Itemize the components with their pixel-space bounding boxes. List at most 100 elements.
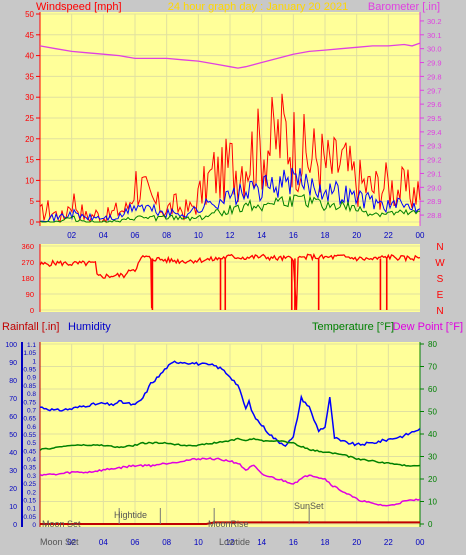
barometer-axis-title: Barometer [.in]	[368, 1, 440, 13]
rainfall-tick-label: 0.55	[23, 432, 36, 439]
windspeed-axis: 0 5 10 15 20 25 30 35 40 45 50	[25, 10, 41, 227]
wind-x-tick-label: 20	[352, 231, 361, 240]
rainfall-tick-label: 0.5	[27, 440, 36, 447]
temp-x-tick-label: 14	[257, 538, 266, 547]
direction-tick-label: 90	[26, 290, 34, 299]
temp-x-tick-label: 20	[352, 538, 361, 547]
temp-x-tick-label: 10	[194, 538, 203, 547]
wind-gust-line	[39, 93, 421, 224]
humidity-tick-label: 60	[9, 414, 17, 421]
wind-direction-line	[39, 252, 421, 311]
dewpoint-line	[39, 457, 421, 507]
temperature-tick-label: 0	[428, 520, 433, 529]
rainfall-tick-label: 1	[32, 358, 36, 365]
humidity-percent-axis: 0 10 20 30 40 50 60 70 80 90 100	[5, 342, 23, 529]
barometer-tick-label: 30.1	[427, 31, 442, 40]
rainfall-tick-label: 1.05	[23, 350, 36, 357]
windspeed-tick-label: 10	[25, 176, 34, 185]
direction-tick-label: 270	[21, 258, 34, 267]
windspeed-tick-label: 45	[25, 31, 34, 40]
humidity-tick-label: 100	[5, 342, 17, 349]
rainfall-tick-label: 0.3	[27, 473, 36, 480]
temp-x-tick-label: 00	[416, 538, 425, 547]
windspeed-tick-label: 25	[25, 114, 34, 123]
rainfall-tick-label: 0.6	[27, 424, 36, 431]
rainfall-tick-label: 0.95	[23, 367, 36, 374]
direction-tick-label: 360	[21, 242, 34, 251]
lowtide-label: Lowtide	[219, 537, 250, 547]
sunset-label: SunSet	[294, 501, 324, 511]
graph-title: 24 hour graph day : January 20 2021	[168, 1, 348, 13]
compass-label: W	[435, 258, 445, 269]
temp-x-tick-label: 22	[384, 538, 393, 547]
temp-x-tick-label: 04	[99, 538, 108, 547]
rainfall-tick-label: 0.9	[27, 375, 36, 382]
rainfall-axis: 00.050.1 0.150.20.250.30.350.4 0.450.50.55…	[23, 342, 41, 529]
wind-x-axis: 02 04 06 08 10 12 14 16 18 20 22 00	[67, 231, 425, 240]
rainfall-tick-label: 0.35	[23, 465, 36, 472]
rainfall-tick-label: 0.45	[23, 448, 36, 455]
barometer-tick-label: 28.8	[427, 211, 442, 220]
rainfall-tick-label: 0.75	[23, 399, 36, 406]
moonset-top-label: Moon Set	[42, 519, 81, 529]
direction-tick-label: 0	[30, 306, 34, 315]
windspeed-tick-label: 30	[25, 93, 34, 102]
temperature-tick-label: 30	[428, 453, 437, 462]
wind-minimum-line	[39, 193, 421, 223]
humidity-axis-title: Humidity	[68, 321, 111, 333]
windspeed-tick-label: 50	[25, 10, 34, 19]
barometer-tick-label: 29.4	[427, 128, 442, 137]
humidity-tick-label: 90	[9, 360, 17, 367]
barometer-tick-label: 29.7	[427, 86, 442, 95]
barometer-tick-label: 28.9	[427, 197, 442, 206]
rainfall-tick-label: 0.1	[27, 506, 36, 513]
temp-x-axis: 02 04 06 08 10 12 14 16 18 20 22 00	[67, 538, 425, 547]
temperature-axis: 0 10 20 30 40 50 60 70 80	[419, 340, 437, 529]
wind-x-tick-label: 18	[321, 231, 330, 240]
temperature-tick-label: 40	[428, 430, 437, 439]
wind-x-tick-label: 14	[257, 231, 266, 240]
windspeed-tick-label: 40	[25, 52, 34, 61]
humidity-tick-label: 20	[9, 486, 17, 493]
barometer-tick-label: 29.8	[427, 72, 442, 81]
temperature-tick-label: 20	[428, 475, 437, 484]
temperature-line	[39, 437, 421, 467]
wind-x-tick-label: 10	[194, 231, 203, 240]
wind-x-tick-label: 22	[384, 231, 393, 240]
windspeed-tick-label: 15	[25, 156, 34, 165]
temperature-tick-label: 80	[428, 340, 437, 349]
dewpoint-axis-title: Dew Point [°F]	[393, 321, 463, 333]
humidity-tick-label: 10	[9, 504, 17, 511]
rainfall-tick-label: 0	[32, 522, 36, 529]
rainfall-tick-label: 0.85	[23, 383, 36, 390]
humidity-tick-label: 40	[9, 450, 17, 457]
humidity-tick-label: 50	[9, 432, 17, 439]
temp-x-tick-label: 12	[226, 538, 235, 547]
rainfall-line	[40, 521, 420, 525]
wind-x-tick-label: 16	[289, 231, 298, 240]
humidity-tick-label: 70	[9, 396, 17, 403]
compass-label: S	[437, 274, 444, 285]
temp-x-tick-label: 16	[289, 538, 298, 547]
wind-x-tick-label: 06	[131, 231, 140, 240]
windspeed-tick-label: 5	[30, 197, 35, 206]
rainfall-tick-label: 0.65	[23, 416, 36, 423]
temp-series	[39, 360, 421, 525]
moonset-bottom-label: Moon Set	[40, 537, 79, 547]
compass-label: N	[436, 242, 443, 253]
temp-x-tick-label: 18	[321, 538, 330, 547]
barometer-tick-label: 29.5	[427, 114, 442, 123]
windspeed-axis-title: Windspeed [mph]	[36, 1, 122, 13]
barometer-line	[39, 42, 421, 69]
barometer-tick-label: 30.2	[427, 17, 442, 26]
temp-x-tick-label: 08	[162, 538, 171, 547]
barometer-tick-label: 29.6	[427, 100, 442, 109]
rainfall-tick-label: 1.1	[27, 342, 36, 349]
barometer-tick-label: 29.9	[427, 59, 442, 68]
windspeed-tick-label: 0	[30, 218, 35, 227]
temperature-tick-label: 70	[428, 363, 437, 372]
humidity-line	[39, 360, 421, 448]
